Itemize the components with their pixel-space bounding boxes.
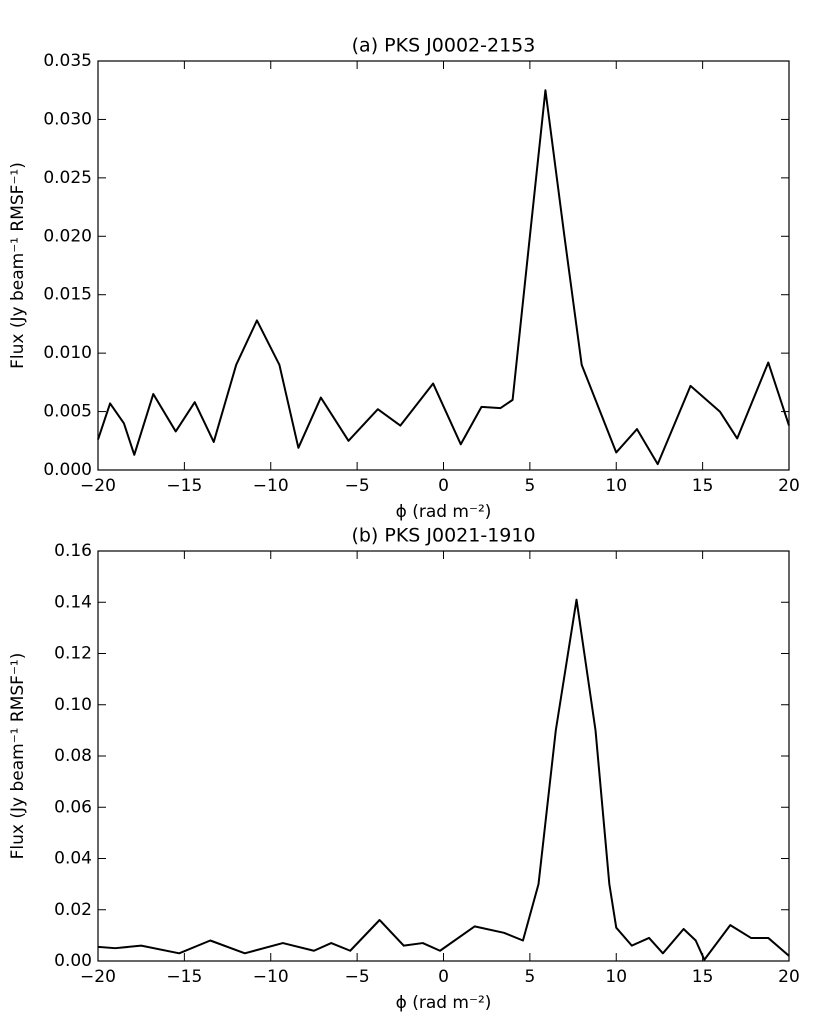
y-tick-label: 0.02: [54, 900, 92, 920]
chart-title: (b) PKS J0021-1910: [351, 525, 535, 547]
x-tick-label: −15: [166, 476, 202, 496]
y-tick-label: 0.010: [43, 343, 92, 363]
x-tick-label: 0: [438, 967, 449, 987]
x-tick-label: 10: [605, 967, 627, 987]
x-tick-label: 20: [778, 967, 800, 987]
chart-title: (a) PKS J0002-2153: [352, 35, 536, 57]
x-tick-label: −10: [253, 476, 289, 496]
y-tick-label: 0.025: [43, 168, 92, 188]
x-tick-label: 5: [524, 967, 535, 987]
x-tick-label: 5: [524, 476, 535, 496]
data-line: [97, 598, 790, 961]
x-tick-label: −15: [166, 967, 202, 987]
x-tick-label: 20: [778, 476, 800, 496]
y-axis-label: Flux (Jy beam⁻¹ RMSF⁻¹): [8, 653, 28, 860]
y-tick-label: 0.14: [54, 592, 92, 612]
y-tick-label: 0.030: [43, 109, 92, 129]
axes-frame: [97, 550, 790, 962]
x-tick-label: −20: [80, 967, 116, 987]
y-tick-label: 0.16: [54, 541, 92, 561]
x-tick-label: −20: [80, 476, 116, 496]
y-tick-label: 0.10: [54, 695, 92, 715]
x-tick-label: 15: [692, 967, 714, 987]
y-tick-label: 0.04: [54, 849, 92, 869]
y-tick-label: 0.08: [54, 746, 92, 766]
y-tick-label: 0.005: [43, 402, 92, 422]
y-tick-label: 0.12: [54, 644, 92, 664]
x-tick-label: 0: [438, 476, 449, 496]
y-tick-label: 0.020: [43, 226, 92, 246]
x-axis-label: ϕ (rad m⁻²): [396, 502, 492, 522]
y-tick-label: 0.000: [43, 460, 92, 480]
x-tick-label: −5: [345, 967, 370, 987]
x-tick-label: 15: [692, 476, 714, 496]
data-line: [97, 89, 790, 466]
y-tick-label: 0.06: [54, 797, 92, 817]
x-tick-label: −10: [253, 967, 289, 987]
y-tick-label: 0.00: [54, 951, 92, 971]
axes-frame: [97, 60, 790, 471]
x-tick-label: −5: [345, 476, 370, 496]
x-axis-label: ϕ (rad m⁻²): [396, 993, 492, 1013]
x-tick-label: 10: [605, 476, 627, 496]
y-tick-label: 0.035: [43, 51, 92, 71]
y-axis-label: Flux (Jy beam⁻¹ RMSF⁻¹): [8, 162, 28, 369]
y-tick-label: 0.015: [43, 285, 92, 305]
